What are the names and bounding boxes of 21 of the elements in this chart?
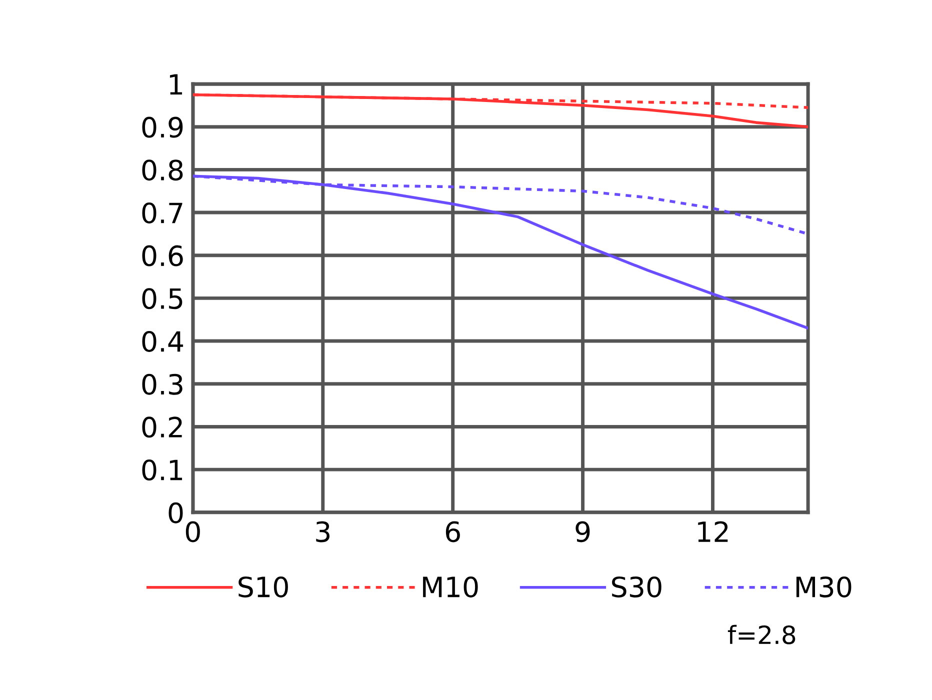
text: f=2.8 <box>728 624 796 644</box>
y-tick-label: 0.8 <box>142 160 183 181</box>
x-tick-label: 9 <box>576 521 590 542</box>
y-tick-label: 0 <box>168 502 183 524</box>
y-tick-label: 0.5 <box>142 288 182 310</box>
legend-label: S10 <box>238 576 288 598</box>
x-tick-label: 6 <box>446 521 460 542</box>
x-tick-label: 12 <box>698 521 728 542</box>
y-tick-label: 0.2 <box>142 416 182 438</box>
y-tick-label: 0.9 <box>142 116 183 138</box>
y-tick-label: 0.3 <box>142 374 182 395</box>
legend-label: M10 <box>423 576 478 598</box>
y-tick-label: 0.6 <box>142 245 183 266</box>
y-tick-label: 0.7 <box>142 202 182 224</box>
y-tick-label: 0.4 <box>142 330 184 352</box>
legend-label: S30 <box>612 576 662 598</box>
y-tick-label: 0.1 <box>142 459 182 481</box>
legend-label: M30 <box>796 576 852 598</box>
x-tick-label: 3 <box>316 521 330 542</box>
y-tick-label: 1 <box>170 74 182 95</box>
x-tick-label: 0 <box>186 521 200 542</box>
